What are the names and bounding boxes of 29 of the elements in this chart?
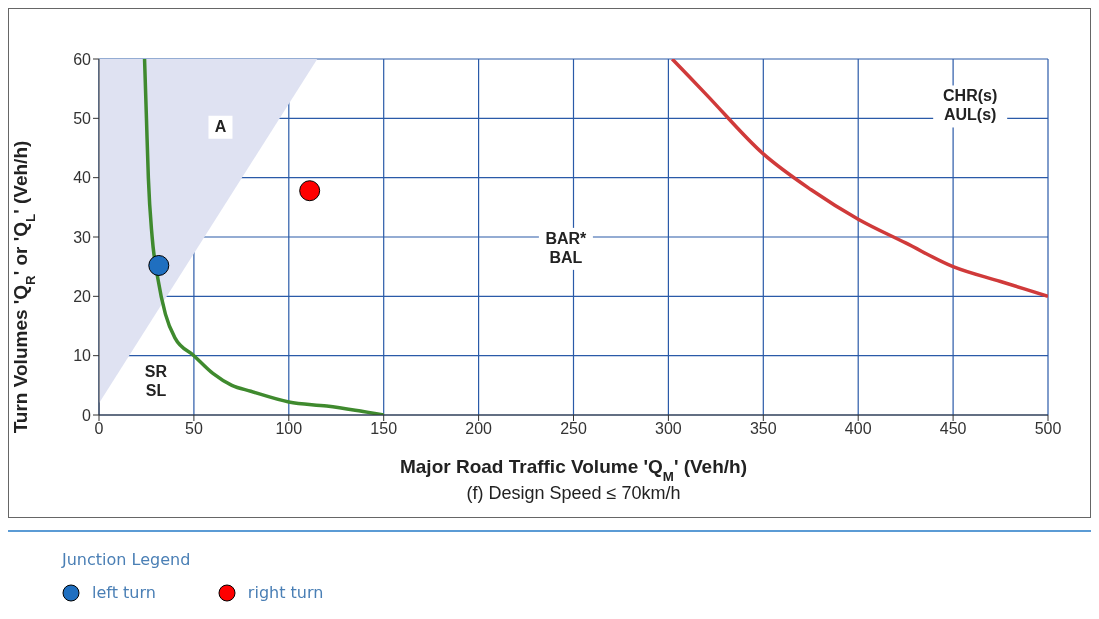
y-tick-label: 10 [73, 347, 92, 365]
x-tick-label: 200 [465, 420, 493, 438]
x-tick-label: 400 [844, 420, 872, 438]
annotation: SR SL [144, 363, 168, 400]
x-tick-label: 0 [94, 420, 104, 438]
legend-title: Junction Legend [62, 550, 192, 569]
x-tick-label: 250 [560, 420, 587, 438]
annotation: BAR* BAL [545, 229, 588, 266]
y-tick-label: 50 [73, 110, 92, 128]
y-tick-label: 60 [73, 50, 92, 68]
x-tick-label: 50 [185, 420, 203, 438]
x-axis-title: Major Road Traffic Volume 'Q$_{M}$' (Veh/h) [399, 456, 748, 484]
annotation: A [214, 117, 227, 135]
text: (f) Design Speed ≤ 70km/h [466, 483, 681, 503]
x-tick-label: 450 [939, 420, 967, 438]
y-tick-label: 40 [73, 169, 92, 187]
line-series [142, 59, 386, 415]
annotation: CHR(s) AUL(s) [943, 87, 998, 124]
x-tick-label: 300 [655, 420, 682, 438]
x-tick-label: 350 [749, 420, 777, 438]
x-tick-label: 500 [1034, 420, 1062, 438]
legend-label: left turn [92, 583, 156, 602]
y-tick-label: 30 [73, 228, 92, 246]
x-tick-label: 150 [370, 420, 398, 438]
legend-label: right turn [247, 583, 324, 602]
y-tick-label: 20 [73, 288, 92, 306]
y-tick-label: 0 [82, 406, 92, 424]
x-tick-label: 100 [275, 420, 303, 438]
line-series [670, 59, 1048, 299]
